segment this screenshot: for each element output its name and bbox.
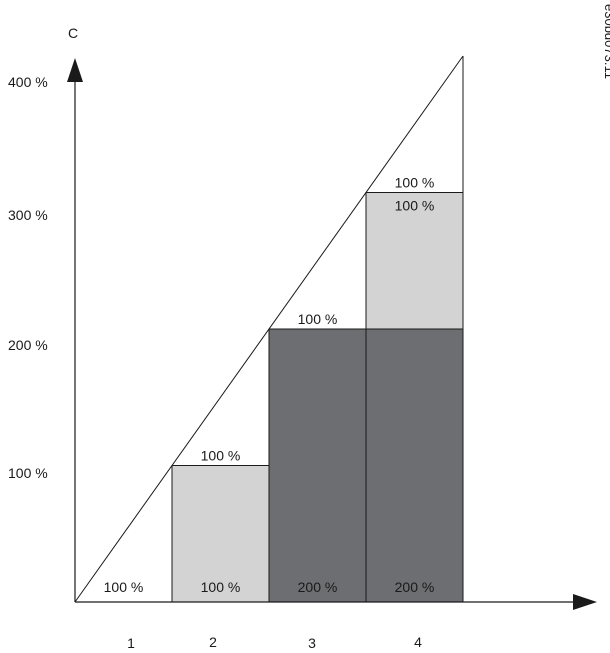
x-tick-label: 4 — [414, 634, 422, 650]
y-tick-label: 300 % — [8, 207, 48, 223]
x-tick-label: 1 — [127, 635, 135, 651]
segment-label: 100 % — [395, 198, 435, 214]
y-tick-label: 200 % — [8, 337, 48, 353]
bar-top-label: 100 % — [298, 311, 338, 327]
y-tick-labels: 400 % 300 % 200 % 100 % — [8, 74, 48, 481]
diagram-code: e30bd073.11 — [602, 4, 610, 79]
bar-bottom-label: 200 % — [395, 579, 435, 595]
bar-segment-4-2 — [365, 192, 464, 330]
bar-segment-4-1 — [365, 328, 464, 603]
bar-top-label: 100 % — [201, 448, 241, 464]
bar-bottom-label: 100 % — [201, 579, 241, 595]
bar-segment-2-1 — [171, 465, 270, 603]
x-tick-label: 2 — [209, 634, 217, 650]
bars-group — [171, 192, 464, 603]
x-tick-label: 3 — [308, 635, 316, 651]
x-tick-labels: 1 2 3 4 — [127, 634, 422, 651]
y-axis-arrow-icon — [67, 58, 83, 82]
bar-labels: 100 % 100 % 100 % 100 % 200 % 100 % 100 % 200 % — [104, 175, 435, 596]
bar-bottom-label: 200 % — [298, 579, 338, 595]
y-tick-label: 100 % — [8, 465, 48, 481]
bar-top-label: 100 % — [395, 175, 435, 191]
bar-segment-3-1 — [268, 328, 367, 603]
x-axis-arrow-icon — [573, 594, 597, 610]
diagonal-line — [74, 55, 464, 603]
y-tick-label: 400 % — [8, 74, 48, 90]
y-axis-label: C — [68, 25, 78, 41]
bar-bottom-label: 100 % — [104, 579, 144, 595]
